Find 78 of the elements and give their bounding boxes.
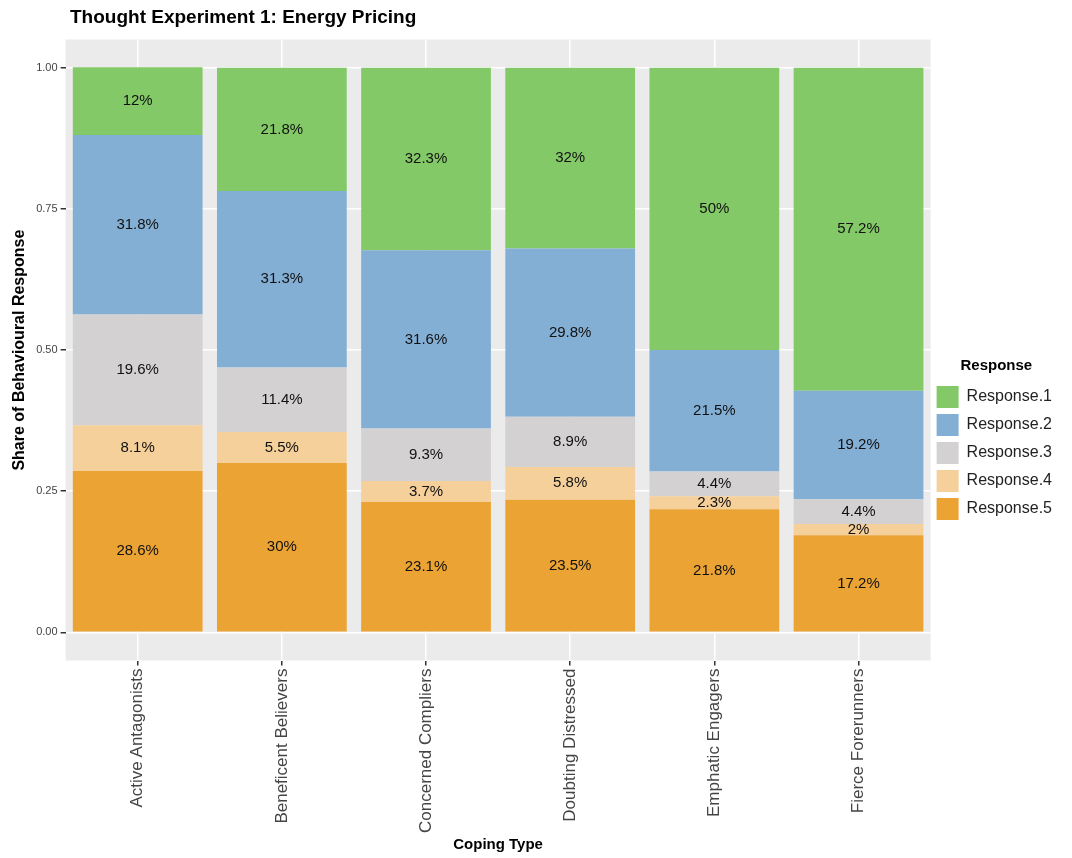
- bar: [505, 499, 636, 632]
- legend-label: Response.4: [966, 471, 1053, 489]
- data-label: 2.3%: [697, 492, 732, 510]
- legend-label: Response.3: [966, 443, 1053, 461]
- data-label: 31.6%: [404, 329, 448, 347]
- data-label: 32%: [555, 148, 586, 166]
- data-label: 12%: [122, 91, 153, 109]
- data-label: 8.1%: [120, 438, 155, 456]
- legend-label: Response.2: [966, 415, 1053, 433]
- x-tick-label: Emphatic Engagers: [704, 668, 724, 817]
- bar: [361, 481, 491, 502]
- y-tick-label: 0.00: [36, 625, 58, 638]
- bar: [72, 135, 203, 315]
- bar: [216, 190, 347, 368]
- data-label: 21.5%: [693, 400, 736, 418]
- bar: [505, 67, 636, 249]
- x-tick-label: Fierce Forerunners: [848, 668, 868, 814]
- bar: [505, 416, 636, 467]
- data-label: 2%: [847, 519, 870, 537]
- data-label: 28.6%: [116, 541, 159, 559]
- x-axis-title: Coping Type: [453, 835, 543, 853]
- bar: [72, 470, 203, 632]
- data-label: 19.6%: [116, 360, 159, 377]
- data-label: 5.8%: [553, 473, 588, 491]
- legend-label: Response.1: [966, 387, 1053, 405]
- bar: [216, 463, 347, 632]
- bar: [72, 314, 203, 426]
- data-label: 32.3%: [404, 149, 448, 167]
- data-label: 5.5%: [264, 437, 299, 455]
- chart-title: Thought Experiment 1: Energy Pricing: [70, 6, 417, 28]
- legend-label: Response.5: [966, 499, 1053, 517]
- bar: [216, 67, 347, 191]
- data-label: 4.4%: [697, 474, 732, 492]
- data-label: 21.8%: [693, 560, 736, 578]
- bar: [505, 466, 636, 500]
- data-label: 4.4%: [841, 501, 876, 519]
- bar: [793, 499, 924, 524]
- bar: [649, 471, 780, 497]
- bar: [216, 431, 347, 464]
- bar: [72, 425, 203, 471]
- bar: [361, 67, 491, 251]
- bar: [649, 67, 780, 351]
- data-label: 23.1%: [404, 556, 448, 574]
- bar: [361, 428, 491, 482]
- bar: [361, 250, 491, 429]
- y-tick-label: 0.75: [36, 201, 58, 214]
- bar: [793, 390, 924, 500]
- x-tick-label: Beneficent Believers: [271, 668, 291, 824]
- bar: [649, 509, 780, 632]
- x-tick-label: Concerned Compliers: [415, 668, 435, 833]
- data-label: 8.9%: [553, 431, 588, 449]
- data-label: 19.2%: [837, 435, 880, 453]
- data-label: 11.4%: [261, 389, 303, 407]
- bar: [361, 501, 491, 632]
- y-tick-label: 1.00: [36, 60, 58, 73]
- data-label: 3.7%: [408, 481, 444, 499]
- y-axis-title: Share of Behavioural Response: [10, 229, 28, 471]
- data-label: 29.8%: [548, 322, 592, 340]
- data-label: 23.5%: [548, 555, 592, 573]
- bar: [505, 248, 636, 417]
- x-tick-label: Active Antagonists: [127, 668, 147, 808]
- legend-title: Response: [960, 355, 1033, 373]
- data-label: 50%: [699, 199, 730, 217]
- data-label: 21.8%: [260, 119, 304, 137]
- y-tick-label: 0.50: [36, 343, 58, 356]
- bar: [793, 67, 924, 391]
- bar: [72, 67, 203, 136]
- data-label: 30%: [266, 537, 297, 555]
- bar: [649, 350, 780, 472]
- bar: [216, 367, 347, 432]
- x-tick-label: Doubting Distressed: [559, 668, 579, 822]
- data-label: 9.3%: [408, 444, 444, 462]
- data-label: 57.2%: [837, 219, 880, 237]
- data-label: 31.8%: [116, 214, 159, 232]
- bar: [793, 535, 924, 632]
- data-label: 31.3%: [260, 269, 304, 287]
- data-label: 17.2%: [837, 573, 880, 591]
- y-tick-label: 0.25: [36, 484, 58, 497]
